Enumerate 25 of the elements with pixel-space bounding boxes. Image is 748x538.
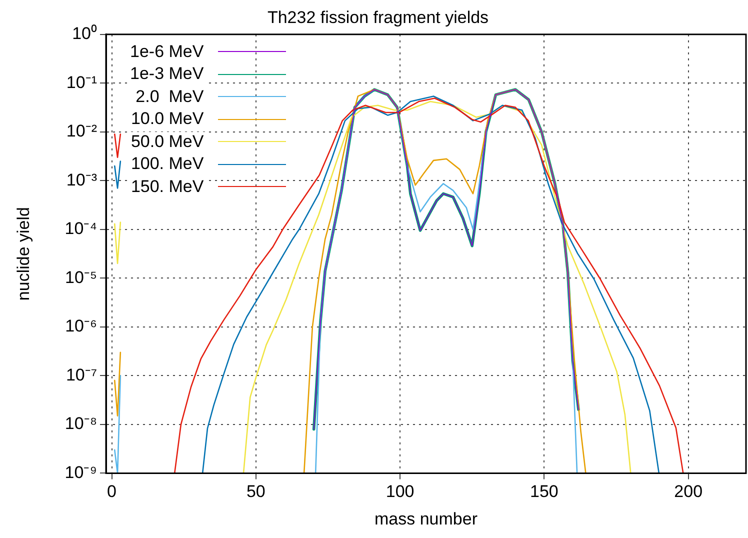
y-tick-label: 10⁻⁶ <box>65 316 97 336</box>
y-tick-label: 10⁻¹ <box>66 72 98 92</box>
x-tick-label: 150 <box>530 482 558 502</box>
legend-label: 50.0 MeV <box>128 132 206 152</box>
legend-label: 1e-6 MeV <box>128 42 206 62</box>
legend-label: 2.0 MeV <box>134 86 206 107</box>
legend-label: 150. MeV <box>128 176 206 197</box>
legend-label: 1e-3 MeV <box>128 64 206 84</box>
x-axis-title: mass number <box>374 509 478 528</box>
legend-label: 100. MeV <box>128 154 206 174</box>
x-tick-label: 100 <box>386 482 414 502</box>
y-tick-label: 10⁻³ <box>66 170 98 190</box>
y-tick-label: 10⁻⁷ <box>66 365 97 384</box>
x-tick-label: 50 <box>246 482 266 502</box>
y-axis-title: nuclide yield <box>14 207 33 301</box>
x-tick-label: 0 <box>107 482 116 502</box>
y-tick-label: 10⁻⁹ <box>64 462 97 482</box>
y-tick-label: 10⁻⁵ <box>65 268 97 287</box>
chart-title: Th232 fission fragment yields <box>267 8 489 27</box>
y-tick-label: 10⁻⁸ <box>64 414 97 434</box>
x-tick-label: 200 <box>674 482 703 502</box>
y-tick-label: 10⁻⁴ <box>64 219 97 238</box>
y-tick-label: 10⁻² <box>66 122 98 141</box>
y-tick-label: 10⁰ <box>72 24 97 44</box>
legend-label: 10.0 MeV <box>128 109 206 130</box>
